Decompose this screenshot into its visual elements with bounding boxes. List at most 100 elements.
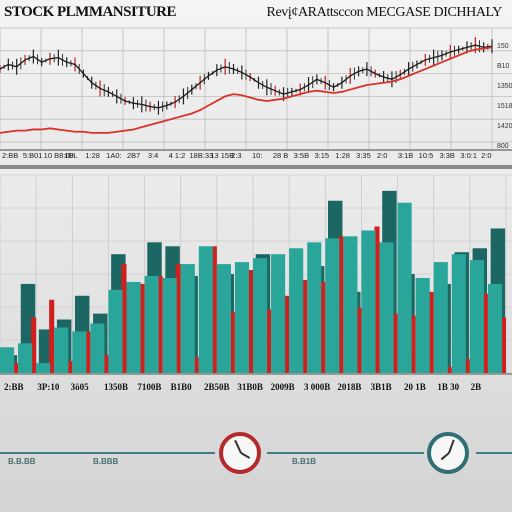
- bar-x-tick-label: 2009B: [271, 382, 295, 392]
- x-tick-label: 3:3B: [440, 151, 455, 160]
- x-tick-label: 1:28: [85, 151, 100, 160]
- y-tick-label: 800: [497, 143, 509, 150]
- footer-label-left: B.B.BB: [8, 457, 36, 466]
- bar-red: [410, 315, 416, 373]
- bar-teal: [234, 262, 250, 373]
- x-tick-label: 10:: [252, 151, 262, 160]
- price-chart: 150 B10 1350 1518 1420 800 2:BB 5:B01 10 B8:001B…: [0, 27, 512, 160]
- x-tick-label: 1:28: [335, 151, 350, 160]
- bar-red: [302, 279, 308, 373]
- bar-teal: [126, 281, 141, 373]
- y-tick-label: 150: [497, 43, 509, 50]
- bar-teal: [180, 264, 195, 373]
- bar-teal: [162, 277, 177, 373]
- panel-divider: [0, 165, 512, 169]
- x-tick-label: 2:0: [377, 151, 387, 160]
- x-tick-label: 2B7: [127, 151, 140, 160]
- bar-red: [428, 291, 434, 373]
- price-line: [0, 44, 493, 109]
- x-tick-label: 3:15: [315, 151, 330, 160]
- bar-teal: [487, 283, 503, 373]
- bar-x-tick-label: 2018B: [337, 382, 361, 392]
- x-tick-label: 3:4: [148, 151, 158, 160]
- bar-teal: [289, 248, 304, 373]
- bar-x-tick-label: 20 1B: [404, 382, 426, 392]
- bar-red: [103, 355, 109, 373]
- x-tick-label: 10:5: [419, 151, 434, 160]
- x-tick-label: 5:B01: [23, 151, 43, 160]
- clock-icon: [219, 432, 261, 474]
- y-tick-label: 1518: [497, 103, 512, 110]
- footer-line-mid: [267, 452, 424, 454]
- bar-teal: [307, 242, 322, 373]
- bar-red: [175, 264, 181, 373]
- chart-title-right: RevįȼARAttsccon MECGASE DICHHALY: [266, 5, 503, 20]
- bar-red: [85, 331, 91, 373]
- bar-x-tick-label: B1B0: [171, 382, 193, 392]
- y-tick-label: B10: [497, 63, 510, 70]
- bar-x-tick-label: 2B: [471, 382, 482, 392]
- price-panel: [0, 0, 512, 165]
- bar-red: [157, 275, 163, 373]
- bar-teal: [108, 289, 123, 373]
- trend-line: [0, 46, 493, 134]
- chart-title-left: STOCK PLMMANSITURE: [4, 4, 177, 20]
- bar-teal: [18, 343, 33, 373]
- bar-red: [121, 264, 127, 373]
- bar-red: [67, 361, 73, 373]
- footer-bar: B.B.BB B.BBB B.B1B: [0, 420, 512, 512]
- bar-teal: [54, 327, 69, 373]
- bar-teal: [216, 264, 231, 373]
- bar-teal: [144, 275, 159, 373]
- bar-teal: [36, 363, 51, 373]
- bar-red: [193, 357, 199, 373]
- clock-icon: [427, 432, 469, 474]
- bar-teal: [361, 230, 376, 373]
- bar-red: [500, 317, 506, 373]
- bar-red: [13, 363, 19, 373]
- bar-teal: [397, 202, 412, 373]
- y-tick-label: 1420: [497, 123, 512, 130]
- x-tick-label: 2:0: [481, 151, 491, 160]
- bar-red: [211, 246, 217, 373]
- bar-red: [266, 309, 272, 373]
- x-tick-label: 2:BB: [2, 151, 18, 160]
- bar-series: [0, 190, 506, 373]
- bar-red: [229, 311, 235, 373]
- footer-label-mid: B.BBB: [93, 457, 119, 466]
- x-tick-label: 3:5B: [294, 151, 309, 160]
- footer-label-right: B.B1B: [292, 457, 317, 466]
- y-tick-label: 1350: [497, 83, 512, 90]
- bar-x-tick-label: 7100B: [137, 382, 161, 392]
- x-tick-label: 2:3: [231, 151, 241, 160]
- bar-red: [320, 281, 326, 373]
- bar-red: [247, 270, 253, 373]
- x-tick-label: 3:0:1: [460, 151, 477, 160]
- bar-x-tick-label: 1350B: [104, 382, 128, 392]
- price-gridlines: [0, 27, 512, 150]
- bar-x-tick-label: 3P:10: [37, 382, 59, 392]
- x-tick-label: 18B:33: [190, 151, 214, 160]
- bar-x-tick-label: 31B0B: [237, 382, 263, 392]
- x-tick-label: 28 B: [273, 151, 288, 160]
- bar-teal: [325, 238, 340, 373]
- bar-teal: [451, 254, 466, 373]
- bar-teal: [198, 246, 213, 373]
- bar-red: [139, 283, 145, 373]
- x-tick-label: 3:1B: [398, 151, 413, 160]
- clock-minute-hand: [440, 452, 450, 461]
- bar-x-tick-label: 2B50B: [204, 382, 230, 392]
- x-tick-label: 13 15B: [210, 151, 234, 160]
- bar-x-tick-label: 2:BB: [4, 382, 24, 392]
- bar-red: [49, 299, 55, 373]
- volume-bar-chart: 2:BB 3P:10 3ö05 1350B 7100B B1B0 2B50B 31B0B 200…: [0, 174, 512, 392]
- bar-red: [31, 317, 37, 373]
- bar-teal: [90, 323, 105, 373]
- x-tick-label: 4 1:2: [169, 151, 186, 160]
- bar-teal: [72, 331, 87, 373]
- bar-red: [338, 236, 344, 373]
- footer-line-right: [476, 452, 512, 454]
- bar-red: [464, 359, 470, 373]
- x-tick-label: 10 B8:00: [44, 151, 74, 160]
- clock-hour-hand: [448, 439, 455, 454]
